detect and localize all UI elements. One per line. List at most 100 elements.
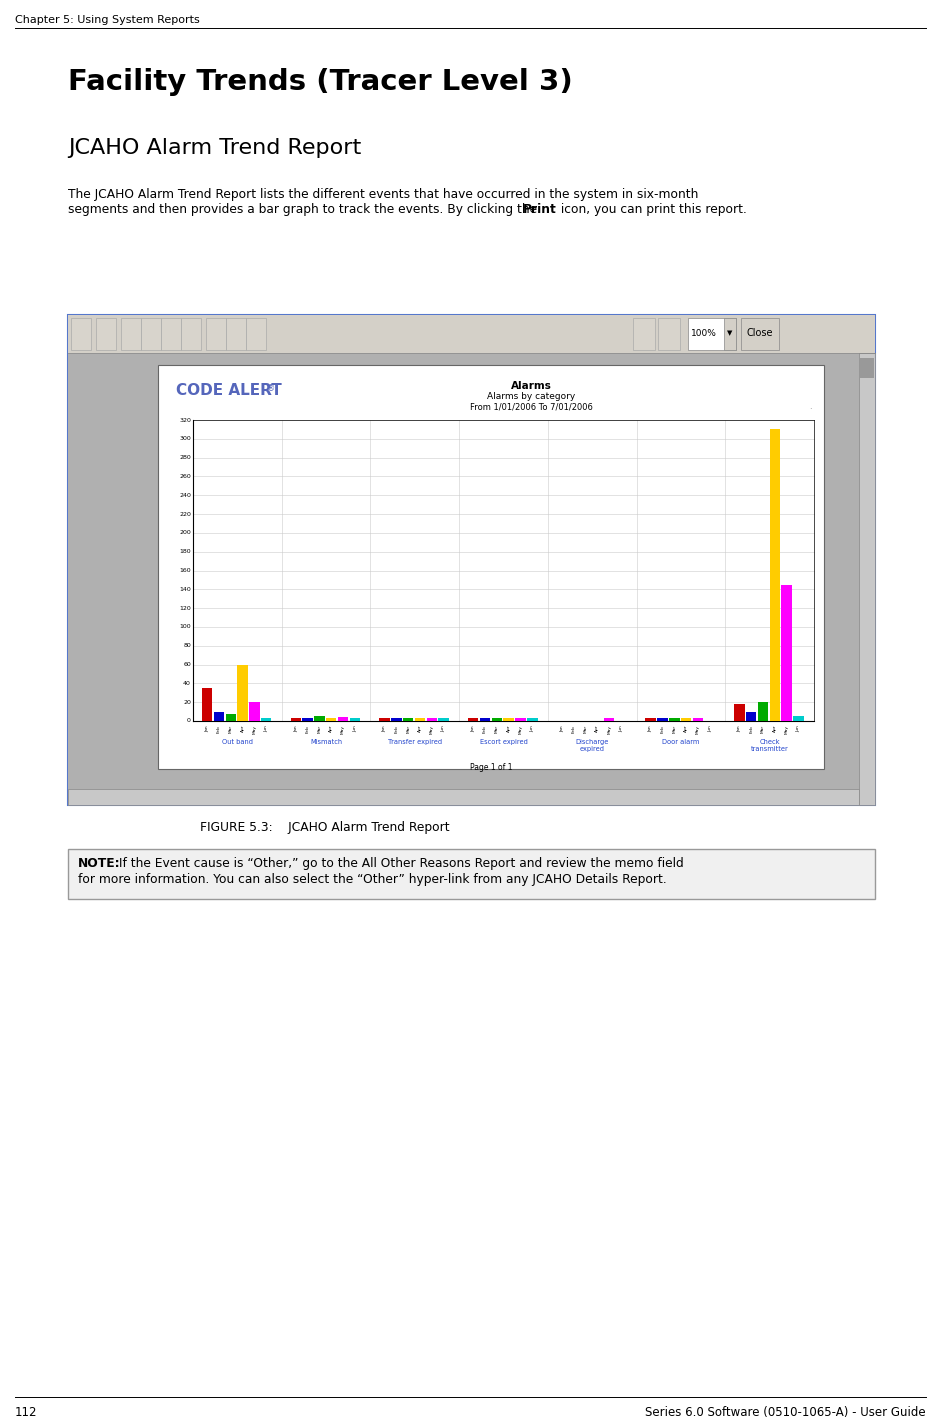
Bar bbox=[770, 429, 780, 721]
Text: 60: 60 bbox=[183, 662, 191, 667]
Text: Jun: Jun bbox=[531, 726, 534, 731]
Bar bbox=[68, 849, 875, 899]
Bar bbox=[439, 719, 449, 721]
Text: Feb: Feb bbox=[483, 726, 487, 733]
Text: May: May bbox=[341, 726, 345, 734]
Bar bbox=[202, 689, 213, 721]
Bar bbox=[161, 318, 181, 349]
Bar bbox=[724, 318, 736, 349]
Bar bbox=[68, 354, 875, 805]
Text: Alarms: Alarms bbox=[511, 381, 551, 390]
Text: Apr: Apr bbox=[418, 726, 422, 733]
Text: May: May bbox=[252, 726, 256, 734]
Text: Feb: Feb bbox=[217, 726, 221, 733]
Text: Apr: Apr bbox=[684, 726, 688, 733]
Bar bbox=[860, 358, 874, 378]
Bar bbox=[141, 318, 161, 349]
Text: Jun: Jun bbox=[353, 726, 357, 731]
Bar bbox=[291, 719, 301, 721]
Bar bbox=[338, 717, 348, 721]
Text: Transfer expired: Transfer expired bbox=[388, 738, 442, 746]
Text: 120: 120 bbox=[179, 605, 191, 611]
Bar bbox=[379, 719, 390, 721]
Bar bbox=[480, 719, 490, 721]
Text: FIGURE 5.3:    JCAHO Alarm Trend Report: FIGURE 5.3: JCAHO Alarm Trend Report bbox=[200, 821, 450, 834]
Text: From 1/01/2006 To 7/01/2006: From 1/01/2006 To 7/01/2006 bbox=[470, 402, 593, 410]
Bar bbox=[226, 714, 236, 721]
Bar bbox=[604, 719, 614, 721]
Bar bbox=[681, 719, 692, 721]
Bar bbox=[391, 719, 402, 721]
Text: icon, you can print this report.: icon, you can print this report. bbox=[557, 203, 747, 216]
Text: Out band: Out band bbox=[222, 738, 253, 746]
Bar bbox=[71, 318, 91, 349]
Bar bbox=[746, 711, 757, 721]
Text: Check
transmitter: Check transmitter bbox=[751, 738, 789, 753]
Text: 112: 112 bbox=[15, 1406, 38, 1419]
Text: Discharge
expired: Discharge expired bbox=[576, 738, 609, 753]
Bar bbox=[688, 318, 736, 349]
Text: Jun: Jun bbox=[796, 726, 801, 731]
Text: Close: Close bbox=[747, 328, 774, 338]
Text: Feb: Feb bbox=[306, 726, 310, 733]
Text: The JCAHO Alarm Trend Report lists the different events that have occurred in th: The JCAHO Alarm Trend Report lists the d… bbox=[68, 187, 698, 202]
Text: 220: 220 bbox=[179, 511, 191, 517]
Text: Mar: Mar bbox=[583, 726, 587, 733]
Bar bbox=[633, 318, 655, 349]
Text: Apr: Apr bbox=[596, 726, 599, 733]
Bar bbox=[206, 318, 226, 349]
Text: Mar: Mar bbox=[317, 726, 322, 733]
Bar bbox=[669, 719, 679, 721]
Text: 20: 20 bbox=[183, 700, 191, 704]
Text: 280: 280 bbox=[179, 456, 191, 460]
Text: Jan: Jan bbox=[471, 726, 475, 731]
Bar bbox=[527, 719, 537, 721]
Text: ®: ® bbox=[267, 383, 276, 393]
Text: Jan: Jan bbox=[738, 726, 742, 731]
Text: JCAHO Alarm Trend Report: JCAHO Alarm Trend Report bbox=[68, 138, 361, 158]
Text: Mar: Mar bbox=[672, 726, 677, 733]
Text: May: May bbox=[785, 726, 789, 734]
Text: ▼: ▼ bbox=[727, 329, 733, 337]
Bar bbox=[350, 719, 360, 721]
Text: 100%: 100% bbox=[691, 328, 717, 338]
Text: 200: 200 bbox=[179, 531, 191, 535]
Text: May: May bbox=[696, 726, 700, 734]
Bar bbox=[246, 318, 266, 349]
Bar bbox=[68, 790, 859, 805]
Text: Mar: Mar bbox=[761, 726, 765, 733]
Text: Feb: Feb bbox=[661, 726, 664, 733]
Bar bbox=[793, 716, 804, 721]
Text: 300: 300 bbox=[179, 436, 191, 442]
Text: segments and then provides a bar graph to track the events. By clicking the: segments and then provides a bar graph t… bbox=[68, 203, 541, 216]
Bar bbox=[491, 719, 502, 721]
Text: Feb: Feb bbox=[572, 726, 576, 733]
Text: Facility Trends (Tracer Level 3): Facility Trends (Tracer Level 3) bbox=[68, 68, 573, 97]
Text: Alarms by category: Alarms by category bbox=[486, 392, 575, 400]
Text: Mismatch: Mismatch bbox=[310, 738, 343, 746]
Bar bbox=[403, 719, 413, 721]
Text: Jun: Jun bbox=[619, 726, 623, 731]
Bar bbox=[734, 704, 744, 721]
Bar bbox=[181, 318, 201, 349]
Text: .: . bbox=[809, 402, 812, 410]
Text: Mar: Mar bbox=[407, 726, 410, 733]
Bar bbox=[758, 701, 768, 721]
Text: Jan: Jan bbox=[382, 726, 387, 731]
Text: May: May bbox=[607, 726, 612, 734]
Text: Escort expired: Escort expired bbox=[480, 738, 528, 746]
Bar bbox=[249, 701, 260, 721]
Bar bbox=[646, 719, 656, 721]
Text: Apr: Apr bbox=[506, 726, 511, 733]
Text: 260: 260 bbox=[179, 474, 191, 479]
Text: 160: 160 bbox=[180, 568, 191, 574]
Text: CODE ALERT: CODE ALERT bbox=[176, 383, 281, 398]
Text: Jan: Jan bbox=[560, 726, 564, 731]
Bar bbox=[657, 719, 668, 721]
Text: Jun: Jun bbox=[264, 726, 268, 731]
Bar bbox=[226, 318, 246, 349]
Text: Series 6.0 Software (0510-1065-A) - User Guide: Series 6.0 Software (0510-1065-A) - User… bbox=[646, 1406, 926, 1419]
Text: 240: 240 bbox=[179, 493, 191, 498]
Bar bbox=[302, 719, 312, 721]
Text: May: May bbox=[430, 726, 434, 734]
